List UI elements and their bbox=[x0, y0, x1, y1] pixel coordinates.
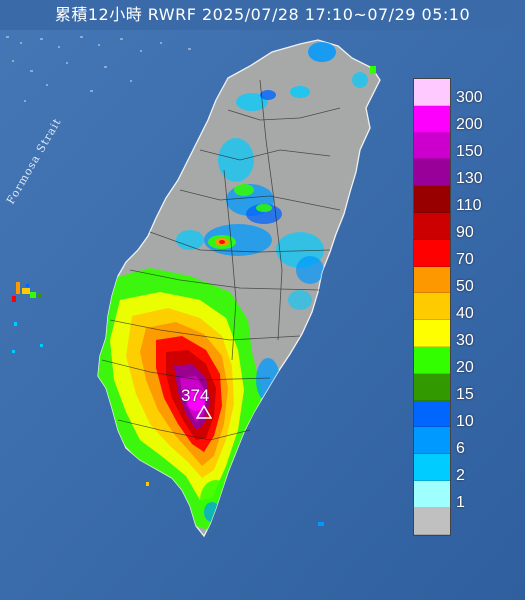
legend-swatch bbox=[414, 239, 450, 267]
color-legend bbox=[413, 78, 451, 536]
legend-label: 15 bbox=[456, 386, 474, 403]
legend-label: 30 bbox=[456, 332, 474, 349]
legend-swatch bbox=[414, 400, 450, 428]
legend-label: 50 bbox=[456, 278, 474, 295]
legend-label: 6 bbox=[456, 440, 465, 457]
legend-swatch bbox=[414, 293, 450, 321]
legend-label: 110 bbox=[456, 197, 482, 214]
county-boundaries bbox=[101, 79, 341, 441]
rainfall-overlay bbox=[98, 42, 368, 530]
legend-swatch bbox=[414, 346, 450, 374]
legend-swatch bbox=[414, 320, 450, 347]
legend-label: 300 bbox=[456, 89, 483, 106]
legend-label: 40 bbox=[456, 305, 474, 322]
legend-swatch bbox=[414, 266, 450, 294]
legend-swatch bbox=[414, 507, 450, 535]
legend-swatch bbox=[414, 454, 450, 481]
legend-swatch bbox=[414, 186, 450, 213]
legend-label: 2 bbox=[456, 467, 465, 484]
map-title: 累積12小時 RWRF 2025/07/28 17:10~07/29 05:10 bbox=[0, 0, 525, 30]
offshore-islands bbox=[12, 66, 376, 526]
sea-cloud-specks bbox=[6, 36, 191, 102]
legend-swatch bbox=[414, 159, 450, 187]
legend-label: 150 bbox=[456, 143, 483, 160]
legend-label: 20 bbox=[456, 359, 474, 376]
peak-rainfall-value: 374 bbox=[181, 386, 210, 405]
triangle-icon bbox=[196, 405, 212, 419]
legend-label: 1 bbox=[456, 494, 465, 511]
legend-swatch bbox=[414, 373, 450, 401]
legend-swatch bbox=[414, 427, 450, 455]
legend-label: 10 bbox=[456, 413, 474, 430]
legend-label: 130 bbox=[456, 170, 483, 187]
legend-label: 70 bbox=[456, 251, 474, 268]
legend-swatch bbox=[414, 132, 450, 160]
legend-swatch bbox=[414, 480, 450, 508]
legend-label: 200 bbox=[456, 116, 483, 133]
legend-swatch bbox=[414, 79, 450, 106]
legend-label: 90 bbox=[456, 224, 474, 241]
legend-swatch bbox=[414, 105, 450, 133]
legend-swatch bbox=[414, 212, 450, 240]
